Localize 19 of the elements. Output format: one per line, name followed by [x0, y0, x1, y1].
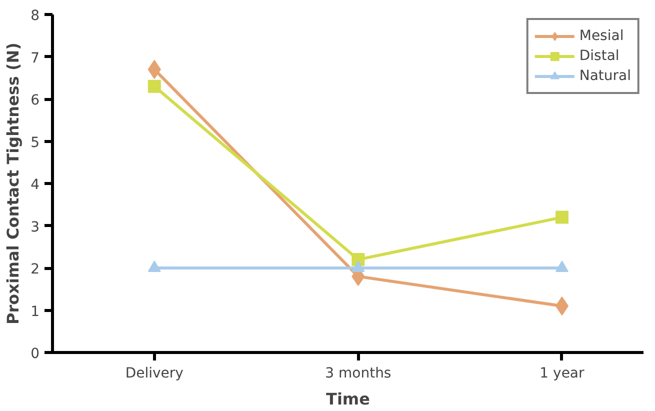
y-tick-label: 0 [30, 346, 40, 362]
y-tick-label: 4 [30, 177, 40, 193]
y-tick-label: 8 [30, 8, 40, 24]
y-axis-title: Proximal Contact Tightness (N) [4, 42, 23, 324]
legend-label: Distal [579, 48, 620, 64]
legend-label: Natural [579, 68, 631, 84]
x-tick-label: Delivery [125, 366, 184, 382]
y-tick-label: 6 [30, 92, 40, 108]
y-tick-label: 1 [30, 304, 40, 320]
y-tick-label: 7 [30, 50, 40, 66]
x-tick-label: 3 months [325, 366, 392, 382]
y-tick-label: 5 [30, 134, 40, 151]
legend-label: Mesial [579, 28, 624, 44]
y-tick-label: 3 [30, 219, 40, 236]
x-tick-label: 1 year [540, 366, 585, 382]
y-tick-label: 2 [30, 262, 40, 278]
x-axis-title: Time [326, 390, 370, 408]
point [148, 80, 161, 93]
point [555, 210, 568, 224]
